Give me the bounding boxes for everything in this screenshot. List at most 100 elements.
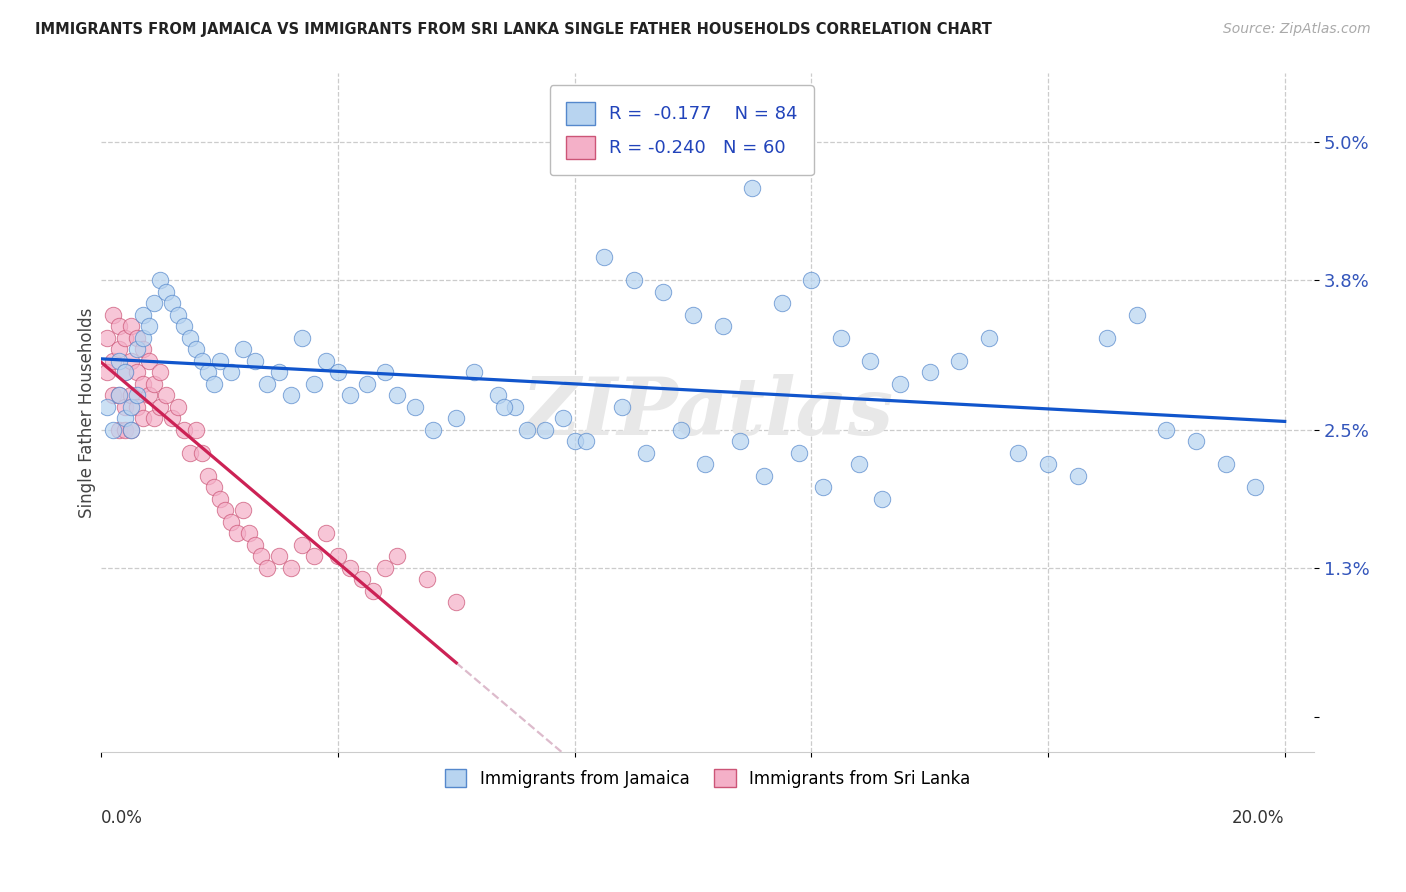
- Point: [505, 400, 527, 414]
- Point: [363, 583, 385, 598]
- Point: [350, 572, 373, 586]
- Point: [221, 515, 243, 529]
- Point: [108, 353, 131, 368]
- Point: [108, 342, 131, 356]
- Point: [232, 342, 254, 356]
- Point: [339, 388, 361, 402]
- Point: [155, 285, 177, 299]
- Legend: Immigrants from Jamaica, Immigrants from Sri Lanka: Immigrants from Jamaica, Immigrants from…: [439, 763, 977, 794]
- Point: [173, 423, 195, 437]
- Point: [131, 308, 153, 322]
- Point: [872, 491, 894, 506]
- Point: [486, 388, 509, 402]
- Point: [741, 181, 763, 195]
- Point: [1215, 457, 1237, 471]
- Point: [214, 503, 236, 517]
- Point: [96, 400, 118, 414]
- Point: [108, 319, 131, 334]
- Point: [108, 423, 131, 437]
- Point: [108, 388, 131, 402]
- Point: [114, 365, 136, 379]
- Point: [120, 319, 142, 334]
- Point: [167, 308, 190, 322]
- Point: [444, 411, 467, 425]
- Point: [669, 423, 692, 437]
- Point: [374, 560, 396, 574]
- Point: [830, 330, 852, 344]
- Point: [291, 538, 314, 552]
- Point: [415, 572, 437, 586]
- Point: [120, 400, 142, 414]
- Point: [250, 549, 273, 563]
- Point: [125, 330, 148, 344]
- Point: [948, 353, 970, 368]
- Point: [101, 388, 124, 402]
- Point: [131, 330, 153, 344]
- Point: [131, 376, 153, 391]
- Point: [770, 296, 793, 310]
- Point: [108, 388, 131, 402]
- Point: [114, 411, 136, 425]
- Point: [534, 423, 557, 437]
- Point: [811, 480, 834, 494]
- Point: [444, 595, 467, 609]
- Point: [652, 285, 675, 299]
- Point: [516, 423, 538, 437]
- Point: [326, 549, 349, 563]
- Point: [155, 388, 177, 402]
- Point: [1095, 330, 1118, 344]
- Point: [197, 468, 219, 483]
- Point: [120, 388, 142, 402]
- Point: [149, 273, 172, 287]
- Point: [143, 296, 166, 310]
- Point: [96, 365, 118, 379]
- Text: 0.0%: 0.0%: [101, 809, 143, 827]
- Point: [593, 250, 616, 264]
- Point: [173, 319, 195, 334]
- Point: [143, 411, 166, 425]
- Point: [1244, 480, 1267, 494]
- Point: [682, 308, 704, 322]
- Point: [1007, 445, 1029, 459]
- Point: [315, 526, 337, 541]
- Point: [280, 388, 302, 402]
- Point: [551, 411, 574, 425]
- Point: [789, 445, 811, 459]
- Point: [149, 400, 172, 414]
- Point: [138, 319, 160, 334]
- Point: [160, 296, 183, 310]
- Point: [202, 376, 225, 391]
- Point: [374, 365, 396, 379]
- Point: [101, 308, 124, 322]
- Point: [280, 560, 302, 574]
- Point: [326, 365, 349, 379]
- Point: [167, 400, 190, 414]
- Point: [208, 353, 231, 368]
- Point: [143, 376, 166, 391]
- Point: [339, 560, 361, 574]
- Point: [191, 353, 214, 368]
- Point: [302, 376, 325, 391]
- Point: [315, 353, 337, 368]
- Point: [191, 445, 214, 459]
- Point: [859, 353, 882, 368]
- Point: [711, 319, 734, 334]
- Point: [848, 457, 870, 471]
- Point: [356, 376, 378, 391]
- Point: [120, 353, 142, 368]
- Point: [243, 538, 266, 552]
- Point: [101, 423, 124, 437]
- Point: [243, 353, 266, 368]
- Point: [918, 365, 941, 379]
- Text: ZIPatlas: ZIPatlas: [522, 374, 894, 451]
- Point: [404, 400, 426, 414]
- Point: [120, 423, 142, 437]
- Text: 20.0%: 20.0%: [1232, 809, 1285, 827]
- Point: [564, 434, 586, 449]
- Point: [634, 445, 657, 459]
- Point: [1066, 468, 1088, 483]
- Point: [120, 423, 142, 437]
- Text: Source: ZipAtlas.com: Source: ZipAtlas.com: [1223, 22, 1371, 37]
- Point: [238, 526, 260, 541]
- Point: [160, 411, 183, 425]
